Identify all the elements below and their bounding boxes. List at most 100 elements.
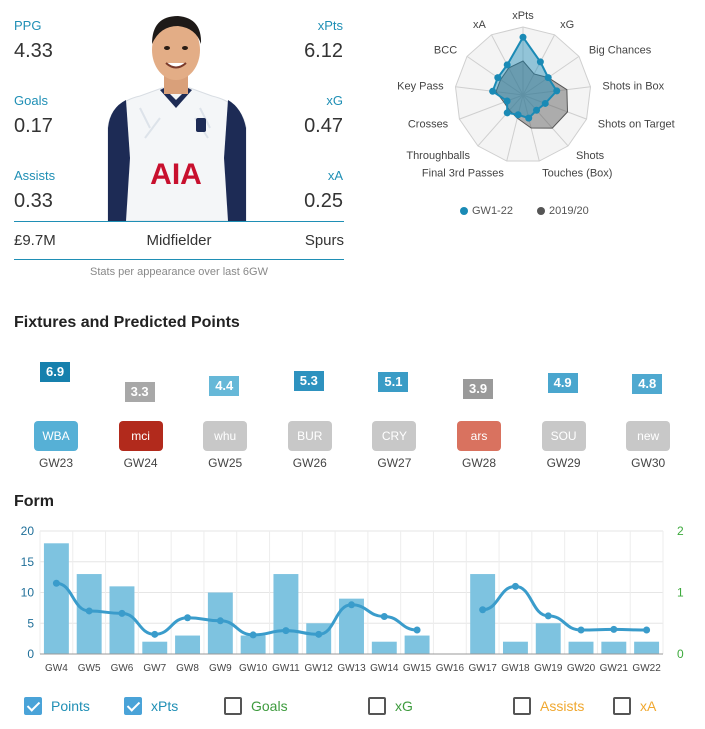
toggle-assists[interactable]: Assists [513,696,584,716]
checkbox[interactable] [224,697,242,715]
radar-spoke [522,94,569,147]
radar-axis-label: xPts [512,10,534,22]
radar-legend-gw[interactable]: GW1-22 [460,205,513,217]
points-bar [470,574,496,654]
radar-point [503,109,511,117]
xpts-point [544,612,552,620]
points-bar [142,641,168,654]
toggle-goals[interactable]: Goals [224,696,288,716]
form-x-tick: GW4 [45,663,68,674]
form-x-tick: GW6 [111,663,134,674]
xpts-value: 6.12 [304,40,343,62]
opponent-badge[interactable]: SOU [541,421,586,451]
form-x-tick: GW16 [436,663,465,674]
radar-point [544,74,552,82]
toggle-xpts[interactable]: xPts [124,696,178,716]
form-y-tick: 5 [27,616,34,630]
checkbox-label: xG [395,698,413,714]
points-bar [109,586,135,654]
radar-point [503,61,511,69]
radar-axis-label: Final 3rd Passes [422,168,504,180]
opponent-badge[interactable]: WBA [34,421,78,451]
radar-axis-label: Throughballs [406,150,470,162]
form-y-tick: 10 [21,586,35,600]
xpts-point [52,579,60,587]
checkbox-label: Goals [251,698,288,714]
opponent-badge[interactable]: CRY [372,421,417,451]
xa-label: xA [327,168,343,183]
radar-point [533,106,541,114]
xpts-point [610,625,618,633]
toggle-points[interactable]: Points [24,696,90,716]
xpts-point [577,626,585,634]
form-x-tick: GW14 [370,663,399,674]
radar-axis-label: Shots on Target [598,118,675,130]
radar-point [503,97,511,105]
form-y2-tick: 1 [677,586,684,600]
points-bar [404,635,430,654]
radar-point [514,111,522,119]
xpts-point [118,609,126,617]
radar-spoke [477,94,524,147]
points-bar [601,641,627,654]
checkbox[interactable] [613,697,631,715]
radar-legend-season[interactable]: 2019/20 [537,205,589,217]
form-x-tick: GW10 [239,663,268,674]
predicted-points: 3.9 [463,378,494,399]
radar-axis-label: Touches (Box) [542,168,612,180]
toggle-xg[interactable]: xG [368,696,413,716]
stats-divider-bottom [14,259,344,260]
checkbox[interactable] [124,697,142,715]
radar-axis-label: Big Chances [589,45,652,57]
gameweek-label: GW27 [377,456,412,470]
points-bar [535,623,561,654]
form-x-tick: GW13 [337,663,366,674]
xpts-point [413,626,421,634]
checkbox[interactable] [368,697,386,715]
opponent-badge[interactable]: ars [457,421,501,451]
goals-label: Goals [14,93,48,108]
checkbox[interactable] [513,697,531,715]
radar-point [494,74,502,82]
ppg-label: PPG [14,18,42,33]
form-x-tick: GW17 [468,663,497,674]
radar-point [541,99,549,107]
gameweek-label: GW23 [38,456,73,470]
opponent-badge[interactable]: mci [118,421,163,451]
form-x-tick: GW8 [176,663,199,674]
radar-spoke [459,94,524,120]
opponent-badge[interactable]: whu [203,421,248,451]
predicted-points: 4.4 [209,375,240,396]
xpts-point [315,630,323,638]
gameweek-label: GW30 [631,456,666,470]
xpts-point [511,582,519,590]
ppg-value: 4.33 [14,40,53,62]
radar-axis-label: Shots in Box [602,80,664,92]
predicted-points: 4.8 [632,373,663,394]
form-x-tick: GW9 [209,663,232,674]
assists-value: 0.33 [14,190,53,212]
xg-value: 0.47 [304,115,343,137]
xpts-point [151,630,159,638]
xpts-label: xPts [317,18,343,33]
checkbox[interactable] [24,697,42,715]
xg-label: xG [326,93,343,108]
radar-legend-gw-label: GW1-22 [472,205,513,217]
radar-spoke [522,94,587,120]
form-x-tick: GW11 [272,663,300,674]
points-bar [634,641,660,654]
form-y2-tick: 0 [677,647,684,661]
player-photo: AIA [107,16,247,221]
checkbox-label: xA [640,698,657,714]
checkbox-label: Points [51,698,90,714]
xpts-point [249,631,257,639]
opponent-badge[interactable]: new [626,421,671,451]
toggle-xa[interactable]: xA [613,696,656,716]
xpts-point [184,614,192,622]
gameweek-label: GW28 [461,456,496,470]
points-bar [273,574,299,654]
opponent-badge[interactable]: BUR [287,421,332,451]
form-x-tick: GW7 [143,663,166,674]
form-x-tick: GW18 [501,663,530,674]
points-bar [306,623,332,654]
